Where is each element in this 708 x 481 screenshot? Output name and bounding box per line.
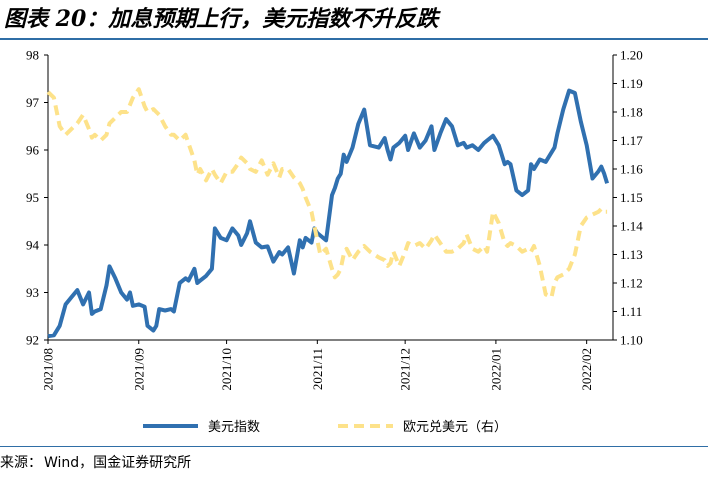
legend-item-usd-index-label: 美元指数: [208, 420, 260, 435]
right-tick-label: 1.20: [620, 48, 643, 63]
right-tick-label: 1.13: [620, 247, 643, 262]
source-label: 来源：: [0, 455, 42, 471]
x-tick-label: 2021/08: [41, 348, 56, 391]
left-tick-label: 94: [26, 238, 40, 253]
x-tick-label: 2021/12: [398, 348, 413, 391]
left-tick-label: 93: [26, 285, 39, 300]
x-tick-label: 2022/01: [488, 348, 503, 391]
line-chart: 92 93 94 95 96 97 98 1.10 1.11 1.12 1.13 1.14 1.15 1.…: [26, 48, 643, 436]
x-tick-label: 2022/02: [579, 348, 594, 391]
right-tick-label: 1.10: [620, 333, 643, 348]
footer-divider: [0, 446, 708, 447]
right-tick-label: 1.18: [620, 105, 643, 120]
right-tick-label: 1.16: [620, 162, 643, 177]
left-tick-label: 97: [26, 95, 40, 110]
right-tick-label: 1.14: [620, 219, 643, 234]
left-tick-label: 98: [26, 48, 39, 63]
x-tick-label: 2021/11: [310, 348, 325, 390]
legend-item-eurusd-label: 欧元兑美元（右）: [403, 420, 507, 435]
right-tick-label: 1.17: [620, 133, 643, 148]
source-text: Wind，国金证券研究所: [44, 455, 192, 471]
page-title: 图表 20：加息预期上行，美元指数不升反跌: [4, 6, 439, 32]
right-tick-label: 1.11: [620, 304, 642, 319]
right-tick-label: 1.15: [620, 190, 643, 205]
right-tick-label: 1.19: [620, 76, 643, 91]
left-tick-label: 95: [26, 190, 39, 205]
x-tick-label: 2021/09: [131, 348, 146, 391]
left-tick-label: 96: [26, 143, 40, 158]
x-tick-label: 2021/10: [219, 348, 234, 391]
left-tick-label: 92: [26, 333, 39, 348]
title-divider: [0, 38, 708, 40]
series-line-usd-index: [47, 88, 610, 339]
source-note: 来源： Wind，国金证券研究所: [0, 454, 193, 472]
right-tick-label: 1.12: [620, 276, 643, 291]
